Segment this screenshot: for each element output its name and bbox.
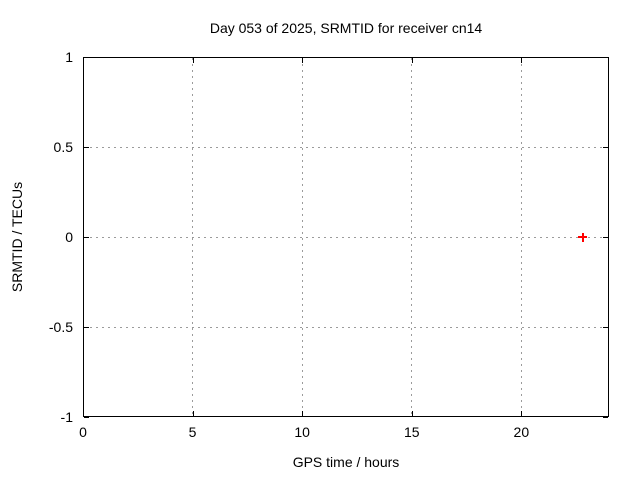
x-axis-label: GPS time / hours	[292, 454, 400, 470]
y-tick-left-0	[84, 237, 89, 238]
x-tick-top-5	[192, 58, 194, 63]
y-tick-right-0.5	[603, 147, 608, 148]
x-tick-bottom-5	[192, 411, 194, 416]
x-tick-bottom-15	[411, 411, 413, 416]
x-tick-label: 10	[294, 424, 310, 440]
y-tick-label: 0	[65, 229, 73, 245]
plot-border	[83, 57, 609, 417]
y-tick-label: -1	[60, 409, 73, 425]
y-tick-left--1	[84, 417, 89, 418]
y-tick-right--1	[603, 417, 608, 418]
x-tick-top-10	[302, 58, 304, 63]
x-tick-bottom-10	[302, 411, 304, 416]
chart-title: Day 053 of 2025, SRMTID for receiver cn1…	[209, 20, 483, 36]
y-tick-left--0.5	[84, 327, 89, 328]
data-point-marker	[581, 232, 584, 242]
gridline-y-0.5	[84, 146, 608, 148]
y-tick-label: -0.5	[48, 319, 73, 335]
y-tick-label: 1	[65, 49, 73, 65]
x-tick-label: 20	[513, 424, 530, 440]
gridline-y--0.5	[84, 326, 608, 328]
y-tick-right--0.5	[603, 327, 608, 328]
y-tick-left-0.5	[84, 147, 89, 148]
x-tick-label: 0	[79, 424, 87, 440]
gridline-y-0	[84, 236, 608, 238]
x-tick-bottom-20	[521, 411, 523, 416]
x-tick-top-20	[521, 58, 523, 63]
x-tick-label: 5	[188, 424, 197, 440]
y-axis-label: SRMTID / TECUs	[9, 181, 25, 293]
x-tick-top-15	[411, 58, 413, 63]
x-tick-label: 15	[403, 424, 420, 440]
y-tick-label: 0.5	[53, 139, 73, 155]
y-tick-right-0	[603, 237, 608, 238]
